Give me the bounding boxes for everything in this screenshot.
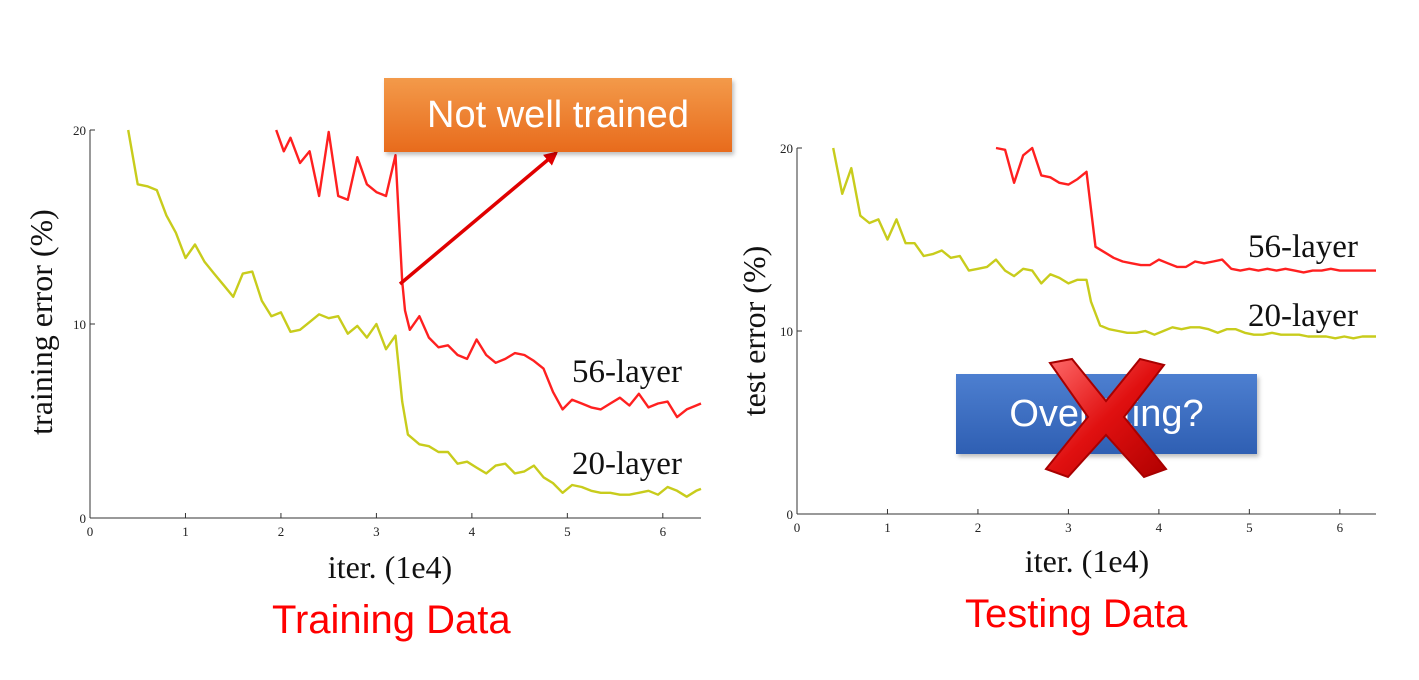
x-tick-label: 0 <box>794 520 801 535</box>
y-tick-label: 10 <box>73 317 86 332</box>
series-line-56-layer <box>275 129 702 419</box>
x-tick-label: 4 <box>1156 520 1163 535</box>
series-label-56-layer: 56-layer <box>572 354 682 390</box>
series-label-56-layer: 56-layer <box>1248 229 1358 265</box>
y-tick-label: 20 <box>73 123 86 138</box>
x-tick-label: 1 <box>182 524 189 539</box>
series-line-20-layer <box>832 147 1376 340</box>
y-axis-title: training error (%) <box>23 209 59 435</box>
x-tick-label: 5 <box>564 524 571 539</box>
y-tick-label: 10 <box>780 324 793 339</box>
y-tick-label: 20 <box>780 141 793 156</box>
y-axis-title: test error (%) <box>736 246 772 417</box>
x-tick-label: 6 <box>660 524 667 539</box>
x-tick-label: 1 <box>884 520 891 535</box>
x-tick-label: 2 <box>278 524 285 539</box>
red-cross-icon <box>1044 357 1168 479</box>
x-axis-title: iter. (1e4) <box>328 549 452 585</box>
x-axis-title: iter. (1e4) <box>1025 543 1149 579</box>
series-label-20-layer: 20-layer <box>572 446 682 482</box>
x-tick-label: 6 <box>1337 520 1344 535</box>
y-tick-label: 0 <box>80 511 87 526</box>
x-tick-label: 5 <box>1246 520 1253 535</box>
x-tick-label: 2 <box>975 520 982 535</box>
x-tick-label: 3 <box>373 524 380 539</box>
training-data-caption: Training Data <box>272 598 511 642</box>
not-well-trained-callout: Not well trained <box>384 78 732 152</box>
x-tick-label: 0 <box>87 524 94 539</box>
y-tick-label: 0 <box>787 507 794 522</box>
x-tick-label: 3 <box>1065 520 1072 535</box>
series-line-20-layer <box>127 129 702 498</box>
series-label-20-layer: 20-layer <box>1248 298 1358 334</box>
series-line-56-layer <box>995 146 1376 274</box>
testing-data-caption: Testing Data <box>965 592 1188 636</box>
annotation-arrow <box>398 151 559 286</box>
x-tick-label: 4 <box>469 524 476 539</box>
